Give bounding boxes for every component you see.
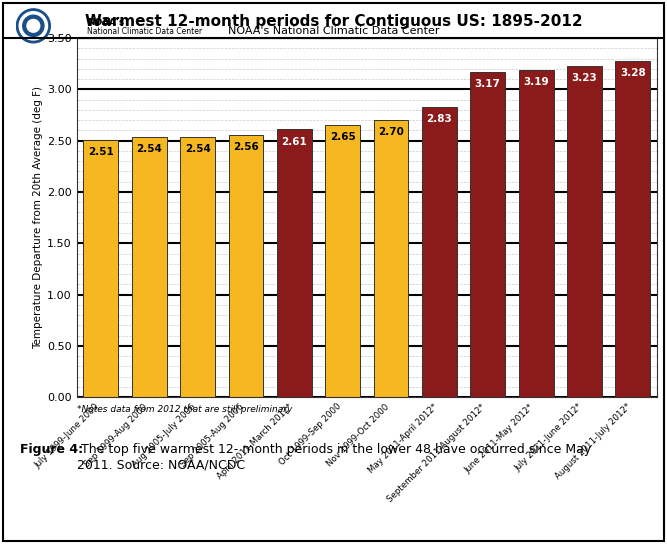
- Text: 2.54: 2.54: [185, 144, 211, 154]
- Bar: [470, 72, 505, 397]
- Text: 2.70: 2.70: [378, 127, 404, 137]
- Text: *Notes data from 2012 that are still preliminary: *Notes data from 2012 that are still pre…: [77, 405, 292, 415]
- Bar: [180, 137, 215, 397]
- Y-axis label: Temperature Departure from 20th Average (deg F): Temperature Departure from 20th Average …: [33, 86, 43, 349]
- Text: Figure 4:: Figure 4:: [20, 443, 83, 456]
- Text: 3.19: 3.19: [524, 77, 549, 87]
- Text: 3.23: 3.23: [572, 73, 598, 83]
- Bar: [519, 70, 554, 397]
- Text: 2.51: 2.51: [88, 147, 114, 157]
- Bar: [616, 60, 650, 397]
- Circle shape: [23, 15, 44, 36]
- Bar: [229, 134, 263, 397]
- Text: NOAA's National Climatic Data Center: NOAA's National Climatic Data Center: [227, 26, 440, 36]
- Text: NOAA's: NOAA's: [87, 18, 124, 28]
- Text: 2.54: 2.54: [136, 144, 162, 154]
- Text: 2.65: 2.65: [329, 132, 356, 143]
- Text: 3.17: 3.17: [475, 79, 501, 89]
- Text: 2.83: 2.83: [426, 114, 452, 124]
- Text: NOAA: NOAA: [27, 24, 40, 28]
- Circle shape: [19, 11, 47, 40]
- Bar: [277, 129, 311, 397]
- Text: National Climatic Data Center: National Climatic Data Center: [87, 27, 202, 36]
- Text: 2.61: 2.61: [281, 137, 307, 146]
- Text: 2.56: 2.56: [233, 141, 259, 152]
- Text: 3.28: 3.28: [620, 68, 646, 78]
- Circle shape: [27, 20, 40, 32]
- Bar: [374, 120, 408, 397]
- Circle shape: [17, 9, 50, 43]
- Text: Warmest 12-month periods for Contiguous US: 1895-2012: Warmest 12-month periods for Contiguous …: [85, 14, 582, 29]
- Bar: [83, 140, 118, 397]
- Bar: [325, 125, 360, 397]
- Bar: [132, 137, 167, 397]
- Bar: [422, 107, 457, 397]
- Text: The top five warmest 12- month periods in the lower 48 have occurred since May
2: The top five warmest 12- month periods i…: [77, 443, 591, 471]
- Bar: [567, 66, 602, 397]
